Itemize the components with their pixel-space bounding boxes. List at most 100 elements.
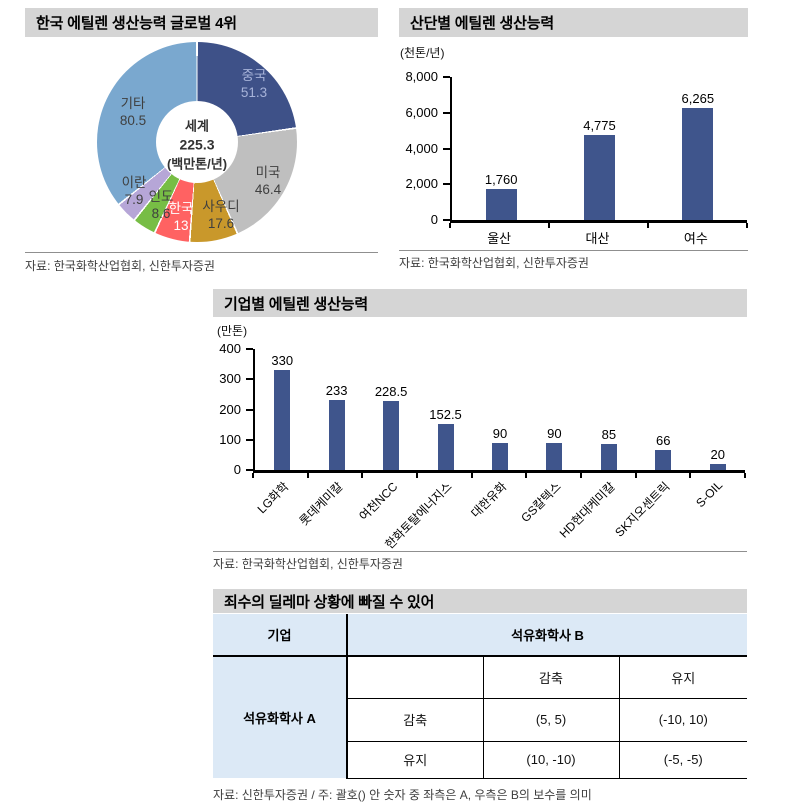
bar-value-label: 6,265 <box>681 91 715 106</box>
x-category-label: 대한유화 <box>468 479 510 521</box>
chart-title-text: 기업별 에틸렌 생산능력 <box>224 295 368 313</box>
x-tick-mark <box>306 473 309 478</box>
y-tick-mark <box>443 183 450 186</box>
chart-title-text: 산단별 에틸렌 생산능력 <box>410 15 554 32</box>
panel-company-capacity: 기업별 에틸렌 생산능력 (만톤) 0 100 200 300 400 330 233 22… <box>213 289 747 585</box>
x-tick-mark <box>744 473 746 478</box>
source-text: 자료: 한국화학산업협회, 신한투자증권 <box>25 259 215 273</box>
chart-title-global: 한국 에틸렌 생산능력 글로벌 4위 <box>25 8 378 37</box>
y-tick-mark <box>246 378 253 381</box>
source-text: 자료: 한국화학산업협회, 신한투자증권 <box>213 557 403 571</box>
x-tick-mark <box>634 473 637 478</box>
y-tick-label: 4,000 <box>405 140 438 156</box>
x-tick-mark <box>746 223 748 228</box>
table-empty-cell <box>347 656 483 698</box>
bar-slot: 233 <box>309 349 363 470</box>
y-axis: 0 100 200 300 400 <box>213 341 253 477</box>
x-tick-mark <box>580 473 582 478</box>
bar-slot: 66 <box>636 349 690 470</box>
x-category-label: 울산 <box>487 231 512 246</box>
bar-value-label: 66 <box>656 433 671 448</box>
table-row-header-maintain: 유지 <box>347 740 483 779</box>
bar-7 <box>600 444 617 470</box>
bar-6 <box>546 443 563 470</box>
donut-hole <box>156 101 238 183</box>
table-row-group-header: 석유화학사 A <box>213 656 348 778</box>
x-axis-ticks <box>449 223 748 228</box>
bar-chart-by-complex: 0 2,000 4,000 6,000 8,000 1,760 4,775 6,265 울산… <box>399 69 748 247</box>
x-tick-mark <box>361 473 364 478</box>
bar-slot: 6,265 <box>649 77 747 220</box>
slice-label-iran: 이란 7.9 <box>121 175 147 207</box>
source-note-text: 자료: 신한투자증권 / 주: 괄호() 안 숫자 중 좌측은 A, 우측은 B… <box>213 788 592 802</box>
x-category-label: 여수 <box>683 231 708 246</box>
y-tick-label: 0 <box>430 212 438 227</box>
bar-value-label: 85 <box>601 427 617 442</box>
bar-value-label: 90 <box>547 426 562 441</box>
donut-center-line3: (백만톤/년) <box>166 156 228 172</box>
payoff-cell-1-1: (-5, -5) <box>618 740 748 779</box>
bar-slot: 1,760 <box>452 77 550 220</box>
x-axis-ticks <box>252 473 746 478</box>
bar-slot: 90 <box>473 349 527 470</box>
bar-4 <box>437 424 454 470</box>
bar-slot: 90 <box>527 349 581 470</box>
y-tick-mark <box>443 76 450 78</box>
y-tick-label: 6,000 <box>405 104 438 120</box>
divider-line <box>25 252 378 253</box>
bar-9 <box>709 464 726 470</box>
bars: 330 233 228.5 152.5 90 90 85 66 20 <box>255 349 745 470</box>
y-tick-label: 200 <box>219 401 241 417</box>
bar-slot: 330 <box>255 349 309 470</box>
bars: 1,760 4,775 6,265 <box>452 77 747 220</box>
x-category-label: 대산 <box>585 231 610 246</box>
y-tick-label: 300 <box>219 371 241 387</box>
panel-complex-capacity: 산단별 에틸렌 생산능력 (천톤/년) 0 2,000 4,000 6,000 8,00… <box>399 8 748 280</box>
bar-value-label: 1,760 <box>484 172 518 187</box>
bar-5 <box>491 443 508 470</box>
x-tick-mark <box>449 223 451 228</box>
y-axis-unit: (천톤/년) <box>400 46 445 60</box>
payoff-cell-0-0: (5, 5) <box>482 697 619 741</box>
bar-slot: 228.5 <box>364 349 418 470</box>
chart-title-text: 한국 에틸렌 생산능력 글로벌 4위 <box>36 15 237 32</box>
donut-center-line1: 세계 <box>185 118 209 134</box>
bar-value-label: 228.5 <box>374 384 408 399</box>
plot-area: 330 233 228.5 152.5 90 90 85 66 20 <box>252 349 746 478</box>
table-col-header-reduce: 감축 <box>482 656 619 698</box>
divider-line <box>213 551 747 552</box>
x-category-label: GS칼텍스 <box>518 479 564 526</box>
x-category-label: SK지오센트릭 <box>612 479 673 540</box>
x-tick-mark <box>647 223 649 228</box>
y-tick-mark <box>246 348 253 350</box>
table-title-text: 죄수의 딜레마 상황에 빠질 수 있어 <box>224 593 435 611</box>
y-tick-mark <box>246 438 253 441</box>
panel-dilemma-table: 죄수의 딜레마 상황에 빠질 수 있어 기업 석유화학사 B 석유화학사 A 감… <box>213 589 748 806</box>
plot-area: 1,760 4,775 6,265 <box>449 77 748 228</box>
y-tick-mark <box>246 469 253 471</box>
bar-value-label: 20 <box>710 447 725 462</box>
slice-label-others: 기타 80.5 <box>119 96 147 128</box>
slice-label-china: 중국 51.3 <box>240 68 268 100</box>
y-tick-label: 0 <box>233 462 241 477</box>
panel-global-capacity: 한국 에틸렌 생산능력 글로벌 4위 세계 225.3 (백만톤/년) 중국 5… <box>25 8 378 280</box>
y-axis: 0 2,000 4,000 6,000 8,000 <box>399 69 450 227</box>
y-tick-mark <box>443 111 450 114</box>
x-tick-mark <box>689 473 692 478</box>
x-category-label: 여천NCC <box>356 479 401 524</box>
x-category-label: LG화학 <box>254 479 292 517</box>
donut-chart: 세계 225.3 (백만톤/년) 중국 51.3 미국 46.4 사우디 17.… <box>97 42 297 242</box>
y-tick-label: 8,000 <box>405 69 438 84</box>
x-category-labels: 울산 대산 여수 <box>450 228 745 246</box>
x-tick-mark <box>548 223 550 228</box>
bar-value-label: 90 <box>492 426 508 441</box>
payoff-cell-0-1: (-10, 10) <box>618 697 748 741</box>
bar-chart-by-company: 0 100 200 300 400 330 233 228.5 152.5 90 90 85 66 20… <box>213 341 747 552</box>
bar-1 <box>485 189 517 220</box>
y-tick-mark <box>443 219 450 221</box>
table-title: 죄수의 딜레마 상황에 빠질 수 있어 <box>213 589 747 613</box>
bar-slot: 152.5 <box>418 349 472 470</box>
bar-2 <box>583 135 615 220</box>
y-tick-label: 400 <box>219 341 241 356</box>
